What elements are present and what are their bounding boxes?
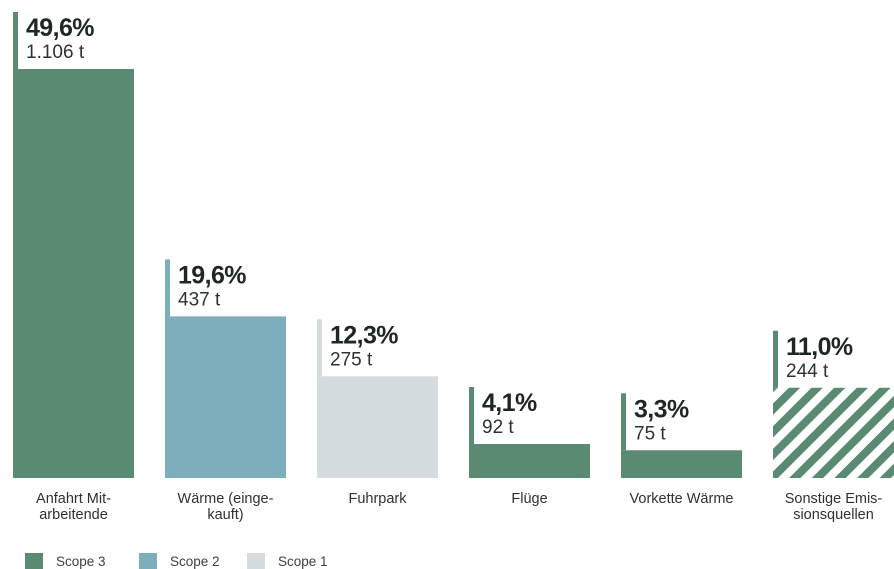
category-label-line: arbeitende bbox=[39, 507, 108, 523]
legend-swatch bbox=[139, 553, 157, 569]
bar bbox=[621, 450, 742, 478]
bar-group: 4,1%92 t Flüge bbox=[469, 386, 590, 507]
legend-label: Scope 1 bbox=[278, 554, 328, 569]
bar-label-marker bbox=[773, 330, 778, 388]
legend-swatch bbox=[247, 553, 265, 569]
percent-label: 11,0% bbox=[786, 333, 853, 361]
bar-label-marker bbox=[317, 319, 322, 377]
legend-entry: Scope 3 bbox=[25, 553, 106, 569]
category-label: Anfahrt Mit-arbeitende bbox=[36, 491, 111, 523]
value-label: 92 t bbox=[482, 417, 514, 438]
category-label-line: sionsquellen bbox=[793, 507, 874, 523]
category-label-line: Wärme (einge- bbox=[178, 491, 274, 507]
bar-group: 12,3%275 t Fuhrpark bbox=[317, 319, 438, 507]
category-label-line: Anfahrt Mit- bbox=[36, 491, 111, 507]
value-label: 437 t bbox=[178, 289, 221, 310]
value-label: 75 t bbox=[634, 423, 666, 444]
legend-label: Scope 3 bbox=[56, 554, 106, 569]
value-label: 244 t bbox=[786, 361, 829, 382]
category-label-line: Vorkette Wärme bbox=[630, 491, 734, 507]
bar-label-marker bbox=[13, 12, 18, 69]
bar bbox=[469, 443, 590, 478]
bar bbox=[317, 376, 438, 478]
percent-label: 19,6% bbox=[178, 261, 246, 289]
legend-swatch bbox=[25, 553, 43, 569]
legend-entry: Scope 1 bbox=[247, 553, 328, 569]
percent-label: 3,3% bbox=[634, 395, 689, 423]
value-label: 275 t bbox=[330, 349, 373, 370]
bar bbox=[13, 69, 134, 478]
value-label: 1.106 t bbox=[26, 42, 85, 63]
bar bbox=[773, 387, 894, 478]
bar-group: 49,6%1.106 t Anfahrt Mit-arbeitende bbox=[13, 12, 134, 523]
category-label-line: Flüge bbox=[511, 491, 547, 507]
percent-label: 12,3% bbox=[330, 321, 398, 349]
percent-label: 4,1% bbox=[482, 389, 537, 417]
percent-label: 49,6% bbox=[26, 14, 94, 42]
bar-label-marker bbox=[469, 386, 474, 444]
bar-group: 11,0%244 t Sonstige Emis-sionsquellen bbox=[773, 330, 894, 523]
bar-group: 3,3%75 t Vorkette Wärme bbox=[621, 393, 742, 507]
legend-label: Scope 2 bbox=[170, 554, 220, 569]
legend: Scope 3 Scope 2 Scope 1 bbox=[25, 553, 328, 569]
bar-label-marker bbox=[621, 393, 626, 451]
category-label: Fuhrpark bbox=[348, 491, 407, 507]
category-label: Sonstige Emis-sionsquellen bbox=[785, 491, 883, 523]
bar bbox=[165, 316, 286, 478]
category-label: Vorkette Wärme bbox=[630, 491, 734, 507]
category-label-line: kauft) bbox=[207, 507, 243, 523]
category-label-line: Fuhrpark bbox=[348, 491, 407, 507]
category-label: Wärme (einge-kauft) bbox=[178, 491, 274, 523]
legend-entry: Scope 2 bbox=[139, 553, 220, 569]
category-label-line: Sonstige Emis- bbox=[785, 491, 883, 507]
category-label: Flüge bbox=[511, 491, 547, 507]
bar-label-marker bbox=[165, 259, 170, 317]
bar-group: 19,6%437 t Wärme (einge-kauft) bbox=[165, 259, 286, 523]
